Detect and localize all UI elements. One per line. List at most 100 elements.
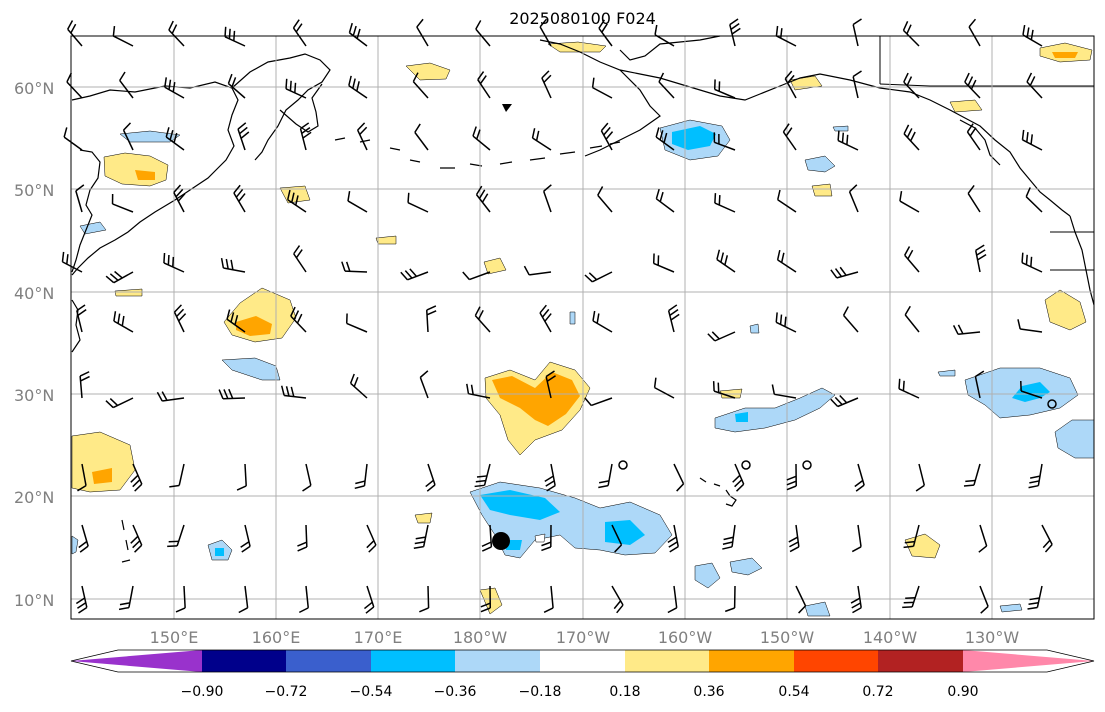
wind-barb xyxy=(904,246,920,273)
wind-barb xyxy=(902,20,920,47)
alaska-coast xyxy=(539,39,1071,217)
wind-barb xyxy=(584,397,613,407)
wind-barb xyxy=(784,70,797,99)
wind-barb xyxy=(545,370,556,399)
wind-barb xyxy=(652,253,675,273)
wind-barb xyxy=(240,524,251,553)
wind-barb xyxy=(472,126,491,151)
wind-barb xyxy=(227,73,246,99)
wind-barb xyxy=(220,258,246,273)
wind-barb xyxy=(419,585,430,613)
wind-barb xyxy=(105,270,134,284)
lat-label: 60°N xyxy=(14,79,54,98)
wind-barb xyxy=(466,383,491,399)
wind-barb xyxy=(111,193,134,213)
lon-label: 150°W xyxy=(760,628,815,647)
lat-label: 40°N xyxy=(14,284,54,303)
canada-border xyxy=(879,83,1094,87)
wind-barb xyxy=(848,184,859,213)
wind-barb xyxy=(293,245,307,273)
wind-barb xyxy=(412,72,429,99)
wind-barb xyxy=(967,184,981,213)
colorbar-tick-label: 0.72 xyxy=(862,684,893,700)
wind-barb xyxy=(842,306,859,333)
wind-barb xyxy=(830,394,859,408)
wind-barb xyxy=(541,70,552,99)
wind-barb xyxy=(67,20,83,47)
lat-label: 10°N xyxy=(14,591,54,610)
wind-barb xyxy=(903,72,920,99)
wind-barb xyxy=(788,524,800,553)
wind-barb xyxy=(852,70,862,99)
wind-barb xyxy=(653,377,675,399)
wind-barb xyxy=(173,304,187,333)
wind-barb xyxy=(964,72,981,99)
colorbar-bin xyxy=(625,650,709,672)
wind-barb xyxy=(541,524,552,552)
wind-barb xyxy=(591,77,613,99)
colorbar-outline xyxy=(70,649,1095,673)
wind-barb xyxy=(722,524,736,550)
wind-barb xyxy=(1017,319,1043,333)
wind-barb xyxy=(542,184,552,213)
wind-barb xyxy=(543,585,554,613)
alaska-peninsula xyxy=(584,69,661,157)
wind-barb xyxy=(413,524,429,549)
lon-label: 170°E xyxy=(354,628,403,647)
wind-barb xyxy=(481,524,493,552)
wind-barb xyxy=(425,305,437,333)
wind-barb xyxy=(302,463,312,492)
wind-barb xyxy=(156,391,185,402)
wind-barbs xyxy=(61,18,1053,614)
lon-label: 160°W xyxy=(658,628,713,647)
wind-barb xyxy=(354,463,368,490)
wind-barb xyxy=(425,463,436,492)
wind-barb xyxy=(899,191,920,213)
anomaly-negative xyxy=(694,562,721,589)
wind-barb xyxy=(297,524,308,552)
wind-barb xyxy=(667,585,678,614)
wind-barb xyxy=(462,271,491,281)
wind-barb xyxy=(63,127,83,151)
lon-label: 140°W xyxy=(863,628,918,647)
wind-barb xyxy=(1041,524,1053,553)
wind-barb xyxy=(79,371,90,399)
wind-barb xyxy=(1028,463,1043,489)
wind-barb xyxy=(286,189,307,213)
wind-barb xyxy=(349,373,368,399)
calm-markers xyxy=(618,399,1057,470)
anomaly-negative xyxy=(999,603,1023,613)
calm-circle xyxy=(741,460,751,470)
anomaly-positive xyxy=(483,257,507,275)
wind-barb xyxy=(113,311,134,333)
wind-barb xyxy=(236,463,247,491)
wind-barb xyxy=(1027,585,1043,610)
wind-barb xyxy=(112,26,134,47)
marianas xyxy=(121,519,131,563)
colorbar-bin xyxy=(371,650,455,672)
wind-barb xyxy=(414,123,429,151)
wind-barb xyxy=(714,193,736,213)
anomaly-positive xyxy=(71,431,136,493)
colorbar-bin xyxy=(71,650,202,672)
anomaly-contours xyxy=(71,41,1095,617)
colorbar-tick-label: 0.54 xyxy=(778,684,809,700)
anomaly-negative xyxy=(480,490,560,520)
lat-label: 30°N xyxy=(14,386,54,405)
calm-circle xyxy=(1047,399,1057,409)
longitude-labels: 150°E 160°E 170°E 180°W 170°W 160°W 150°… xyxy=(150,628,1020,647)
wind-barb xyxy=(974,370,985,399)
wind-barb xyxy=(600,122,614,151)
calm-circle xyxy=(618,460,628,470)
colorbar-bin xyxy=(202,650,286,672)
map-frame xyxy=(70,35,1095,620)
wind-barb xyxy=(218,388,246,400)
wind-barb xyxy=(1025,187,1043,213)
anomaly-negative xyxy=(735,412,748,422)
anomaly-positive xyxy=(1044,289,1087,331)
colorbar-tick-label: −0.18 xyxy=(519,684,562,700)
wind-barb xyxy=(285,78,307,99)
wind-barb xyxy=(173,184,186,213)
wind-barb xyxy=(105,397,134,409)
